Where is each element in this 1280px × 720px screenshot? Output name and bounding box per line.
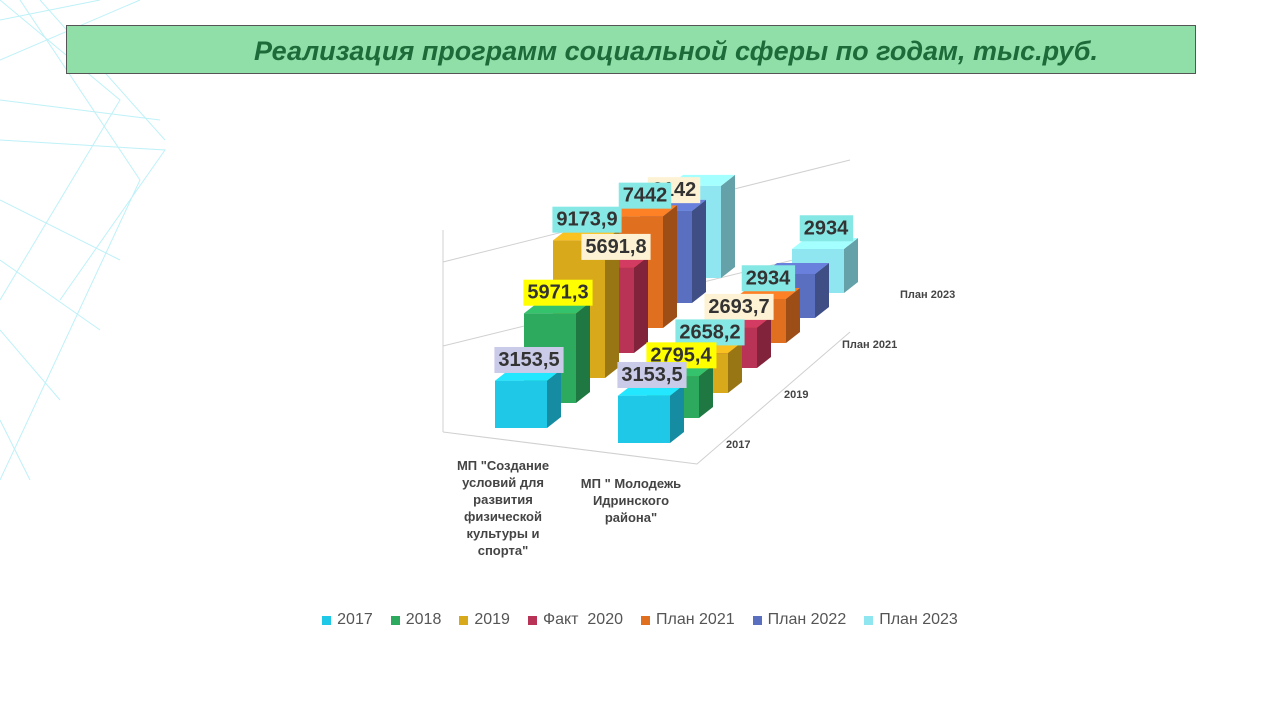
legend-item: План 2022: [752, 611, 847, 629]
data-label: 3153,5: [617, 361, 687, 388]
bar-side: [844, 237, 858, 293]
data-label-box: [581, 233, 651, 260]
bar-side: [576, 302, 590, 403]
data-label-box: [494, 346, 564, 373]
legend-swatch: [641, 615, 650, 625]
data-label: 2934: [799, 215, 854, 242]
data-label-box: [741, 265, 796, 292]
bar-side: [663, 205, 677, 328]
data-label: 2934: [741, 265, 796, 292]
data-label: 9173,9: [552, 206, 622, 233]
data-label-box: [523, 279, 593, 306]
legend: 2017 2018 2019 Факт 2020 План 2021 План 2022 П…: [0, 611, 1280, 629]
data-label-box: [799, 215, 854, 242]
data-label-box: [675, 319, 745, 346]
data-label-box: [704, 293, 774, 320]
bar-side: [728, 342, 742, 393]
bar-side: [721, 174, 735, 278]
legend-item: 2017: [322, 611, 373, 629]
legend-swatch: [864, 615, 874, 625]
title-bar: Реализация программ социальной сферы по …: [66, 25, 1196, 74]
legend-item: 2019: [459, 611, 510, 629]
depth-label: План 2023: [900, 289, 955, 301]
data-label-text: 7442: [623, 185, 668, 207]
chart-title: Реализация программ социальной сферы по …: [254, 36, 1098, 66]
data-label-box: [552, 206, 622, 233]
depth-label: 2019: [784, 389, 808, 401]
bar-side: [547, 369, 561, 428]
bar-side: [605, 229, 619, 378]
data-label-text: 2795,4: [650, 344, 712, 366]
depth-label: 2017: [726, 439, 750, 451]
bar-side: [634, 256, 648, 353]
legend-swatch: [459, 615, 469, 625]
legend-label: Факт 2020: [542, 611, 623, 628]
data-label-text: 2934: [804, 217, 849, 239]
legend-swatch: [752, 615, 762, 625]
data-label: 3153,5: [494, 346, 564, 373]
data-label-text: 2658,2: [679, 321, 740, 343]
data-label: 5971,3: [523, 279, 593, 306]
legend-item: План 2023: [864, 611, 958, 629]
legend-item: План 2021: [641, 611, 735, 629]
category-label: МП "Создание условий для развития физиче…: [456, 458, 550, 558]
bar-side: [670, 384, 684, 443]
legend-label: 2017: [337, 611, 373, 628]
data-label-text: 9173,9: [556, 209, 617, 231]
data-label: 7442: [618, 182, 672, 209]
data-label: 2693,7: [704, 293, 774, 320]
data-label-text: 2693,7: [708, 296, 769, 318]
bar-side: [699, 365, 713, 418]
legend-item: Факт 2020: [527, 611, 623, 629]
data-label-text: 5691,8: [585, 236, 646, 258]
bar-side: [815, 262, 829, 318]
legend-label: План 2023: [879, 611, 958, 628]
legend-label: 2019: [474, 611, 510, 628]
data-label-box: [618, 182, 672, 209]
bar: [495, 380, 547, 428]
bar: [618, 395, 670, 443]
legend-label: План 2022: [767, 611, 847, 628]
data-label: 2658,2: [675, 319, 745, 346]
data-label-text: 5971,3: [527, 282, 588, 304]
data-label-text: 3153,5: [621, 364, 682, 386]
data-label: 5691,8: [581, 233, 651, 260]
legend-label: 2018: [405, 611, 442, 628]
category-label: МП " Молодежь Идринского района": [580, 476, 682, 525]
data-label-box: [617, 361, 687, 388]
legend-item: 2018: [390, 611, 442, 629]
bar-side: [757, 316, 771, 368]
bar-side: [692, 199, 706, 303]
legend-swatch: [527, 615, 537, 625]
data-label-text: 2934: [746, 267, 791, 289]
legend-label: План 2021: [656, 611, 735, 628]
bar-side: [786, 287, 800, 343]
legend-swatch: [390, 615, 400, 625]
data-label-text: 3153,5: [498, 349, 559, 371]
depth-label: План 2021: [842, 339, 897, 351]
legend-swatch: [322, 615, 332, 625]
